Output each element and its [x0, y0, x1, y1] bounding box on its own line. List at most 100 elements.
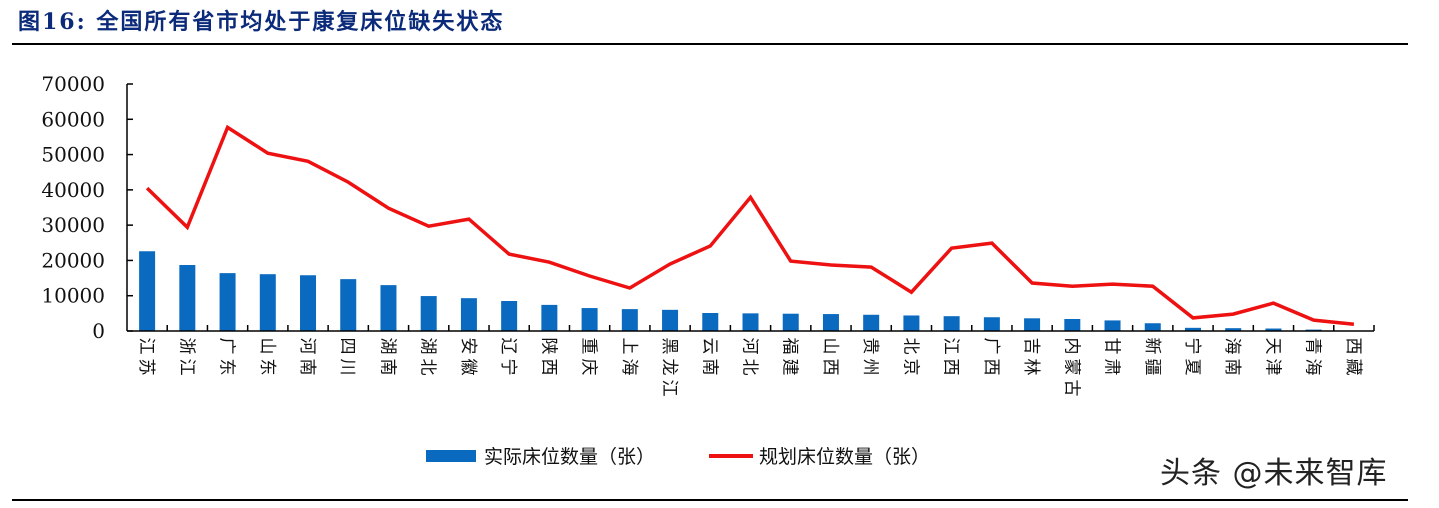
x-tick-label: 蒙	[1061, 359, 1081, 376]
x-tick-label: 南	[297, 359, 317, 376]
x-axis-labels: 江苏浙江广东山东河南四川湖南湖北安徽辽宁陕西重庆上海黑龙江云南河北福建山西贵州北…	[136, 338, 1363, 397]
x-tick-label: 宁	[1182, 338, 1202, 355]
y-tick-label: 60000	[41, 107, 105, 131]
y-tick-label: 0	[92, 319, 105, 343]
x-tick-label: 辽	[498, 338, 518, 355]
bar	[903, 315, 920, 331]
bar-swatch-icon	[426, 449, 476, 462]
chart-legend: 实际床位数量（张） 规划床位数量（张）	[426, 442, 984, 469]
x-tick-label: 上	[619, 338, 639, 355]
bar	[863, 314, 880, 331]
x-tick-label: 建	[780, 359, 800, 376]
bar	[340, 279, 357, 331]
bar	[219, 273, 236, 331]
x-tick-label: 南	[377, 359, 397, 376]
bottom-divider	[12, 499, 1408, 501]
x-tick-label: 北	[418, 359, 438, 376]
x-tick-label: 西	[941, 359, 961, 376]
bar	[822, 314, 839, 331]
bar	[1064, 319, 1081, 331]
bar	[1265, 328, 1282, 331]
x-tick-label: 海	[1303, 359, 1323, 376]
y-tick-label: 20000	[41, 248, 105, 272]
x-tick-label: 河	[740, 338, 760, 355]
x-tick-label: 古	[1061, 380, 1081, 397]
bar	[782, 313, 799, 331]
x-tick-label: 庆	[579, 359, 599, 376]
x-tick-label: 江	[176, 359, 196, 376]
x-tick-label: 南	[1222, 359, 1242, 376]
title-divider	[12, 43, 1408, 45]
x-tick-label: 疆	[1142, 359, 1162, 376]
x-tick-label: 西	[981, 359, 1001, 376]
x-tick-label: 甘	[1102, 338, 1122, 355]
bar	[179, 265, 196, 331]
y-tick-label: 70000	[41, 72, 105, 96]
bar	[1024, 318, 1041, 331]
x-tick-label: 江	[659, 380, 679, 397]
x-tick-label: 云	[699, 338, 719, 355]
x-tick-label: 徽	[458, 359, 478, 376]
bar	[621, 309, 638, 331]
x-tick-label: 州	[860, 359, 880, 376]
bar	[380, 285, 397, 331]
x-tick-label: 津	[1262, 359, 1282, 376]
x-tick-label: 北	[900, 338, 920, 355]
bar-series-actual-beds	[139, 251, 1322, 331]
x-tick-label: 新	[1142, 338, 1162, 355]
y-tick-label: 50000	[41, 143, 105, 167]
x-tick-label: 南	[699, 359, 719, 376]
bar	[662, 309, 679, 331]
bar	[943, 316, 960, 331]
x-tick-label: 湖	[418, 338, 438, 355]
x-tick-label: 藏	[1343, 359, 1363, 376]
x-tick-label: 河	[297, 338, 317, 355]
x-tick-label: 湖	[377, 338, 397, 355]
x-tick-label: 海	[619, 359, 639, 376]
bar	[702, 313, 719, 331]
x-tick-label: 山	[257, 338, 277, 355]
x-tick-label: 福	[780, 338, 800, 355]
bar	[1104, 320, 1121, 331]
y-tick-label: 10000	[41, 284, 105, 308]
y-tick-label: 40000	[41, 178, 105, 202]
x-tick-label: 肃	[1102, 359, 1122, 376]
bar	[1144, 323, 1161, 331]
x-tick-label: 广	[981, 338, 1001, 355]
x-tick-label: 青	[1303, 338, 1323, 355]
y-axis: 0 10000 20000 30000 40000 50000 60000 70000	[41, 72, 133, 343]
figure-title: 图16: 全国所有省市均处于康复床位缺失状态	[18, 9, 505, 35]
x-tick-label: 西	[820, 359, 840, 376]
bar	[1184, 327, 1201, 331]
bar	[420, 296, 437, 331]
x-tick-label: 吉	[1021, 338, 1041, 355]
x-tick-label: 江	[136, 338, 156, 355]
x-tick-label: 贵	[860, 338, 880, 355]
x-tick-label: 西	[538, 359, 558, 376]
bar	[581, 308, 598, 331]
x-tick-label: 天	[1262, 338, 1282, 355]
line-swatch-icon	[709, 453, 754, 458]
bar	[1225, 328, 1242, 331]
legend-item-actual: 实际床位数量（张）	[426, 442, 655, 469]
x-tick-label: 浙	[176, 338, 196, 355]
bar	[139, 251, 156, 331]
x-tick-label: 广	[217, 338, 237, 355]
y-tick-label: 30000	[41, 213, 105, 237]
x-tick-label: 林	[1021, 359, 1041, 376]
x-tick-label: 龙	[659, 359, 679, 376]
x-tick-label: 东	[217, 359, 237, 376]
x-tick-label: 西	[1343, 338, 1363, 355]
x-tick-label: 海	[1222, 338, 1242, 355]
x-axis	[127, 325, 1375, 332]
bar	[501, 301, 518, 331]
bar	[983, 317, 1000, 331]
x-tick-label: 京	[900, 359, 920, 376]
x-tick-label: 川	[337, 359, 357, 376]
bar	[300, 275, 317, 331]
x-tick-label: 重	[579, 338, 599, 355]
bar	[259, 274, 276, 331]
watermark: 头条 @未来智库	[1160, 456, 1388, 491]
x-tick-label: 安	[458, 338, 478, 355]
bar	[541, 304, 558, 331]
